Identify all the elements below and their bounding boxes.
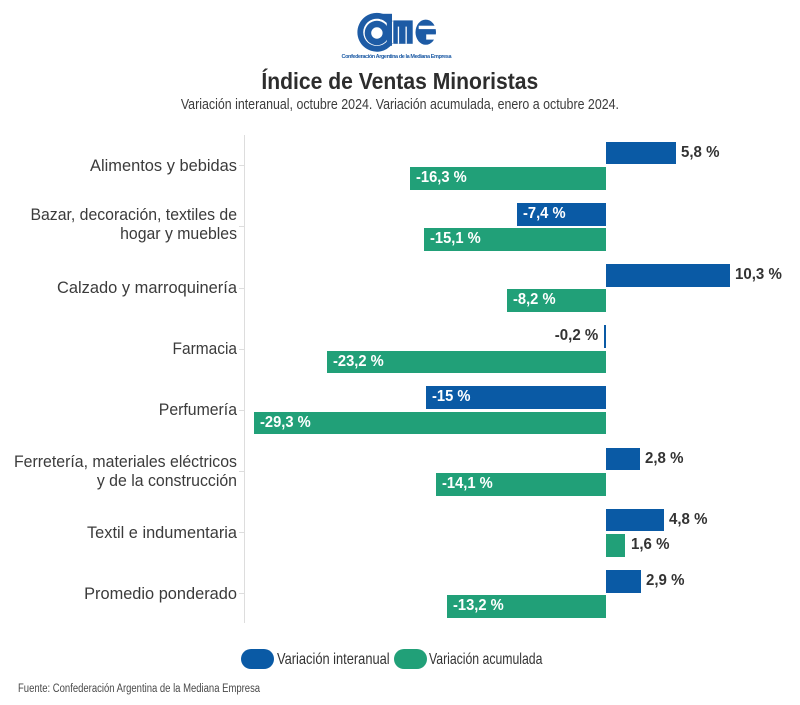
svg-text:Confederación Argentina de la: Confederación Argentina de la Mediana Em… [342, 54, 453, 60]
